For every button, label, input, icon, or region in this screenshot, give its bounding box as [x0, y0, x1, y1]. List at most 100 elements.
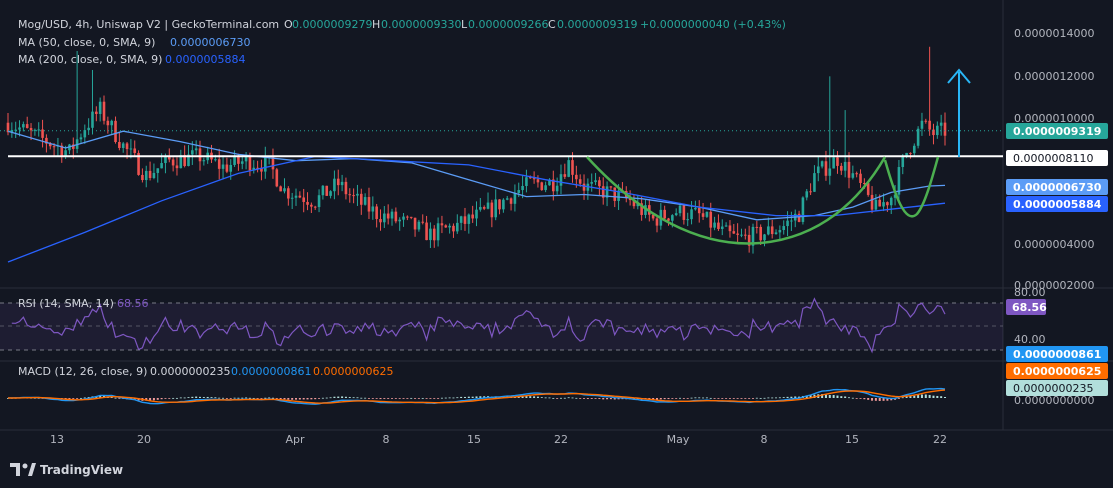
- candle[interactable]: [889, 197, 893, 206]
- candle[interactable]: [724, 225, 728, 227]
- candle[interactable]: [601, 186, 605, 198]
- candle[interactable]: [847, 161, 851, 178]
- candle[interactable]: [10, 130, 14, 133]
- candle[interactable]: [102, 101, 106, 121]
- candle[interactable]: [367, 197, 371, 212]
- candle[interactable]: [548, 179, 551, 186]
- candle[interactable]: [747, 234, 751, 246]
- candle[interactable]: [95, 111, 98, 114]
- candle[interactable]: [52, 146, 56, 148]
- candle[interactable]: [148, 170, 152, 178]
- candle[interactable]: [290, 197, 294, 199]
- candle[interactable]: [555, 185, 559, 192]
- candle[interactable]: [459, 216, 463, 223]
- candle[interactable]: [114, 120, 117, 143]
- candle[interactable]: [432, 228, 436, 241]
- candle[interactable]: [751, 226, 755, 246]
- candle[interactable]: [920, 120, 924, 129]
- candle[interactable]: [824, 161, 828, 176]
- candle[interactable]: [287, 188, 290, 199]
- candle[interactable]: [782, 226, 786, 231]
- candle[interactable]: [340, 181, 344, 186]
- candle[interactable]: [244, 155, 248, 162]
- candle[interactable]: [363, 197, 367, 205]
- candle[interactable]: [916, 128, 920, 146]
- candle[interactable]: [494, 199, 498, 218]
- candle[interactable]: [187, 154, 190, 167]
- candle[interactable]: [18, 127, 21, 130]
- ma50-legend-label[interactable]: MA (50, close, 0, SMA, 9): [18, 36, 155, 49]
- candle[interactable]: [909, 152, 912, 154]
- candle[interactable]: [578, 179, 582, 184]
- signal-line[interactable]: [8, 389, 946, 404]
- candle[interactable]: [48, 143, 52, 147]
- candle[interactable]: [640, 203, 643, 215]
- candle[interactable]: [632, 200, 636, 207]
- candle[interactable]: [701, 213, 705, 217]
- candle[interactable]: [317, 195, 321, 208]
- candle[interactable]: [413, 217, 417, 230]
- candle[interactable]: [421, 221, 425, 223]
- candle[interactable]: [744, 234, 747, 236]
- candle[interactable]: [720, 226, 724, 229]
- candle[interactable]: [613, 187, 617, 201]
- candle[interactable]: [183, 155, 186, 167]
- candle[interactable]: [571, 160, 574, 175]
- candle[interactable]: [279, 186, 282, 192]
- candle[interactable]: [594, 180, 597, 183]
- ma200-legend-label[interactable]: MA (200, close, 0, SMA, 9): [18, 53, 162, 66]
- candle[interactable]: [486, 202, 490, 209]
- candle[interactable]: [91, 111, 94, 128]
- candle[interactable]: [509, 198, 513, 204]
- candle[interactable]: [348, 194, 352, 196]
- candle[interactable]: [559, 174, 563, 186]
- candle[interactable]: [682, 205, 686, 220]
- candle[interactable]: [912, 145, 916, 154]
- candle[interactable]: [14, 129, 17, 131]
- candle[interactable]: [479, 207, 482, 210]
- candle[interactable]: [828, 168, 832, 176]
- candle[interactable]: [897, 167, 901, 195]
- candle[interactable]: [651, 214, 655, 219]
- cup-pattern-curve[interactable]: [586, 156, 887, 245]
- candle[interactable]: [321, 185, 325, 196]
- candle[interactable]: [440, 223, 444, 226]
- candle[interactable]: [194, 148, 198, 151]
- candle[interactable]: [805, 191, 809, 198]
- candle[interactable]: [344, 181, 348, 195]
- candle[interactable]: [398, 219, 401, 222]
- candle[interactable]: [525, 177, 528, 186]
- candle[interactable]: [697, 207, 701, 214]
- candle[interactable]: [870, 194, 874, 210]
- candle[interactable]: [790, 220, 793, 222]
- candle[interactable]: [237, 155, 240, 164]
- candle[interactable]: [248, 155, 252, 171]
- candle[interactable]: [663, 209, 666, 219]
- rsi-axis[interactable]: 80.00 40.00: [1014, 286, 1046, 346]
- candle[interactable]: [770, 226, 774, 235]
- candle[interactable]: [110, 120, 113, 126]
- candle[interactable]: [33, 129, 37, 131]
- candle[interactable]: [820, 161, 824, 167]
- candle[interactable]: [763, 234, 766, 241]
- candle[interactable]: [843, 161, 847, 171]
- candle[interactable]: [467, 214, 471, 224]
- candle[interactable]: [452, 225, 455, 232]
- rsi-line[interactable]: [11, 297, 946, 354]
- candle[interactable]: [41, 129, 44, 138]
- candle[interactable]: [383, 213, 386, 223]
- candle[interactable]: [778, 230, 782, 233]
- macd-line[interactable]: [7, 387, 946, 405]
- candle[interactable]: [294, 195, 298, 198]
- candle[interactable]: [444, 225, 448, 228]
- candle[interactable]: [390, 211, 394, 219]
- candle[interactable]: [886, 202, 889, 206]
- candle[interactable]: [83, 130, 87, 138]
- candle[interactable]: [229, 164, 233, 172]
- candle[interactable]: [87, 127, 90, 131]
- candle[interactable]: [217, 159, 221, 169]
- candle[interactable]: [628, 198, 632, 201]
- candle[interactable]: [836, 157, 839, 166]
- candle[interactable]: [505, 198, 509, 200]
- candle[interactable]: [866, 183, 870, 195]
